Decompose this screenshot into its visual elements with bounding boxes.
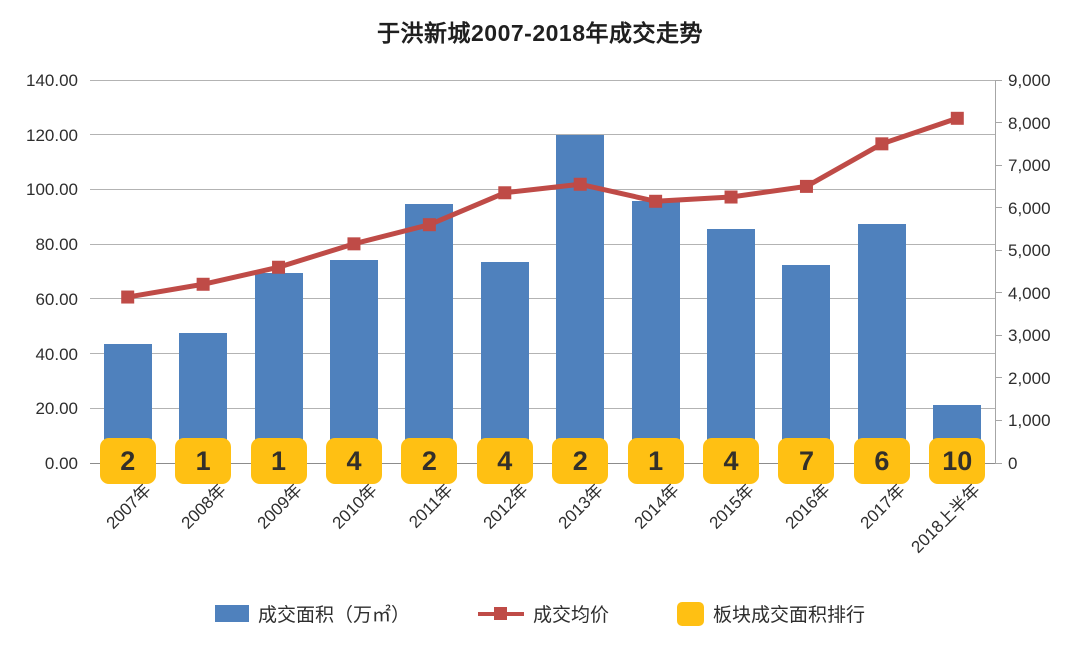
- left-axis-tick-label: 120.00: [26, 125, 78, 145]
- right-axis-tick-label: 5,000: [1008, 241, 1051, 261]
- price-marker-2011年: [422, 218, 436, 232]
- x-axis-label-2011年: 2011年: [405, 480, 457, 532]
- gridline-80.00: [90, 243, 995, 245]
- right-axis-tick-label: 1,000: [1008, 411, 1051, 431]
- price-marker-2012年: [498, 186, 512, 200]
- gridline-120.00: [90, 134, 995, 136]
- gridline-40.00: [90, 353, 995, 355]
- right-axis-line: [995, 80, 996, 464]
- right-axis-tick: [995, 79, 1002, 81]
- bar-2016年: [782, 264, 831, 463]
- bar-2010年: [329, 259, 378, 463]
- rank-badge-2014年: 1: [627, 438, 684, 484]
- x-axis-labels: 2007年 2008年 2009年 2010年 2011年 2012年 2013年 2014年…: [90, 467, 995, 587]
- rank-badge-2008年: 1: [175, 438, 232, 484]
- right-axis-tick: [995, 122, 1002, 124]
- rank-badge-2013年: 2: [552, 438, 609, 484]
- price-marker-2017年: [875, 137, 889, 151]
- rank-badge-2012年: 4: [476, 438, 533, 484]
- legend-item-area: 成交面积（万㎡）: [214, 600, 410, 627]
- price-line-series: [121, 111, 964, 304]
- legend: 成交面积（万㎡） 成交均价 板块成交面积排行: [0, 600, 1080, 627]
- right-axis-tick-label: 2,000: [1008, 368, 1051, 388]
- price-marker-2014年: [649, 194, 663, 208]
- left-axis-tick-label: 40.00: [35, 344, 78, 364]
- price-marker-2008年: [196, 277, 210, 291]
- right-axis-tick: [995, 377, 1002, 379]
- right-axis: 0 1,000 2,000 3,000 4,000 5,000 6,000 7,000 8,00…: [1008, 71, 1078, 473]
- gridline-20.00: [90, 407, 995, 409]
- x-axis-label-2017年: 2017年: [856, 480, 909, 533]
- x-axis-label-2014年: 2014年: [630, 480, 683, 533]
- right-axis-tick: [995, 292, 1002, 294]
- rank-badge-2010年: 4: [325, 438, 382, 484]
- right-axis-tick-label: 8,000: [1008, 113, 1051, 133]
- x-axis-label-2009年: 2009年: [253, 480, 306, 533]
- x-axis-label-2018上半年: 2018上半年: [908, 480, 985, 557]
- x-axis-label-2007年: 2007年: [102, 480, 155, 533]
- left-axis-tick-label: 60.00: [35, 289, 78, 309]
- x-axis-label-2012年: 2012年: [479, 480, 532, 533]
- rank-badge-2007年: 2: [99, 438, 156, 484]
- bar-swatch-icon: [214, 605, 249, 622]
- rank-badge-2015年: 4: [703, 438, 760, 484]
- x-axis-label-2013年: 2013年: [554, 480, 608, 533]
- price-marker-2015年: [724, 190, 738, 204]
- gridline-60.00: [90, 298, 995, 300]
- right-axis-tick-label: 0: [1008, 454, 1018, 473]
- gridline-0.00: [90, 462, 995, 464]
- rank-badge-2011年: 2: [401, 438, 458, 484]
- legend-item-price: 成交均价: [477, 600, 609, 627]
- bar-2012年: [480, 261, 529, 463]
- right-axis-tick: [995, 419, 1002, 421]
- rank-badge-2016年: 7: [778, 438, 835, 484]
- price-marker-2009年: [272, 260, 286, 274]
- right-axis-tick-label: 9,000: [1008, 71, 1051, 90]
- gridline-140.00: [90, 79, 995, 81]
- left-axis-tick-label: 80.00: [35, 235, 78, 255]
- bar-2015年: [707, 229, 756, 463]
- plot-area: 2 1 1 4 2 4 2 1 4 7 6 10: [90, 79, 995, 484]
- bar-2017年: [857, 223, 906, 463]
- legend-item-rank: 板块成交面积排行: [677, 600, 865, 627]
- rank-badge-2018上半年: 10: [929, 438, 986, 484]
- left-axis-tick-label: 20.00: [35, 399, 78, 419]
- line-swatch-icon: [477, 605, 524, 622]
- right-axis-tick-label: 6,000: [1008, 198, 1051, 218]
- rank-swatch-icon: [677, 601, 704, 626]
- right-axis-tick: [995, 249, 1002, 251]
- bar-2014年: [631, 200, 680, 463]
- x-axis-label-2010年: 2010年: [328, 480, 381, 533]
- right-axis-tick-label: 7,000: [1008, 156, 1051, 176]
- x-axis-label-2016年: 2016年: [781, 480, 834, 533]
- right-axis-tick-label: 3,000: [1008, 326, 1051, 346]
- left-axis-tick-label: 100.00: [26, 180, 78, 200]
- left-axis-tick-label: 0.00: [44, 454, 78, 473]
- rank-badge-2017年: 6: [853, 438, 910, 484]
- right-axis-tick: [995, 207, 1002, 209]
- legend-label-area: 成交面积（万㎡）: [257, 605, 410, 626]
- right-axis-tick: [995, 334, 1002, 336]
- legend-label-rank: 板块成交面积排行: [713, 605, 866, 626]
- chart-title: 于洪新城2007-2018年成交走势: [377, 20, 703, 46]
- left-axis-tick-label: 140.00: [26, 71, 78, 90]
- x-axis-label-2015年: 2015年: [705, 480, 759, 533]
- rank-badge-2009年: 1: [250, 438, 307, 484]
- right-axis-tick: [995, 164, 1002, 166]
- bar-2011年: [405, 204, 454, 463]
- bar-2009年: [254, 272, 303, 463]
- right-axis-tick: [995, 462, 1002, 464]
- price-marker-2010年: [347, 237, 361, 251]
- price-marker-2007年: [121, 290, 135, 304]
- price-marker-2018上半年: [950, 111, 964, 125]
- right-axis-tick-label: 4,000: [1008, 283, 1051, 303]
- x-axis-label-2008年: 2008年: [177, 480, 231, 533]
- price-marker-2013年: [573, 177, 587, 191]
- legend-label-price: 成交均价: [532, 605, 609, 626]
- left-axis: 0.00 20.00 40.00 60.00 80.00 100.00 120.00 140.…: [0, 71, 82, 473]
- price-marker-2016年: [799, 179, 813, 193]
